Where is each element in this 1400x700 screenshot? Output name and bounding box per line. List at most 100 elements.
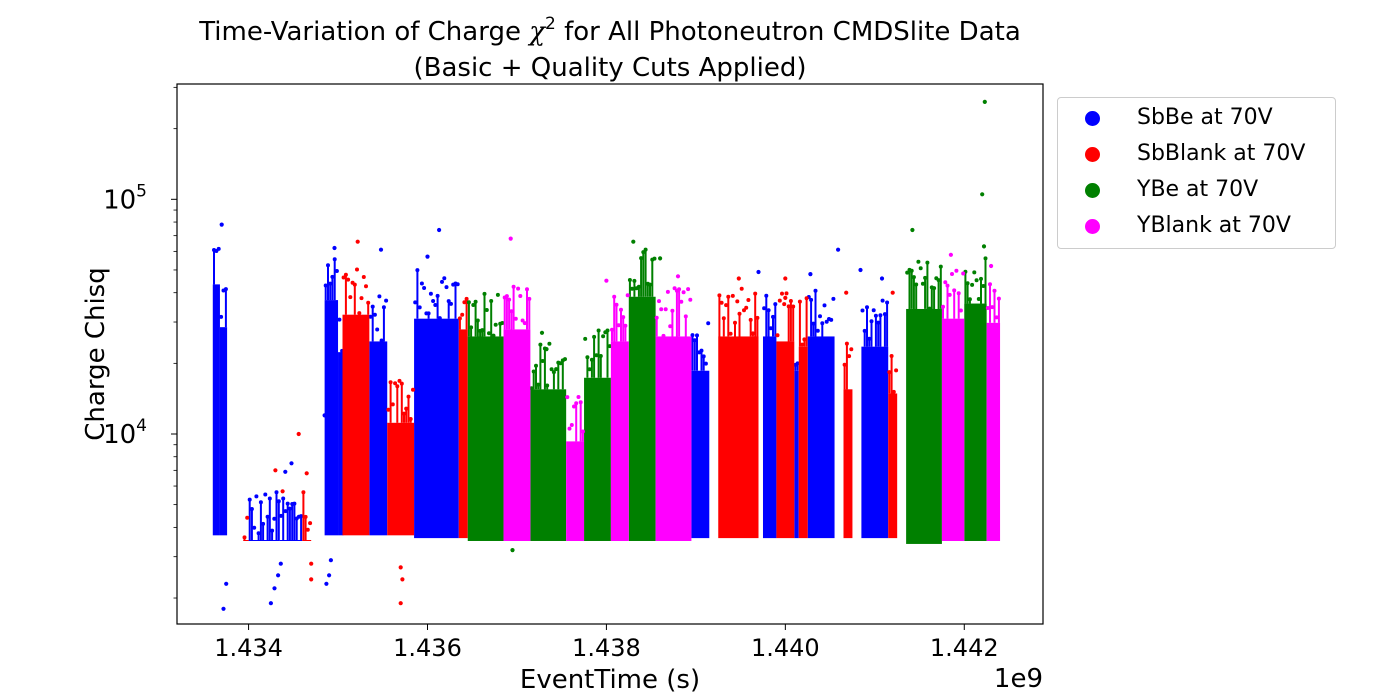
data-point-stack	[671, 310, 674, 337]
data-point-stack	[470, 327, 473, 337]
data-point	[558, 361, 563, 366]
data-point-stack	[277, 501, 280, 540]
data-point-stack	[396, 386, 399, 423]
data-point-stack	[407, 396, 410, 423]
data-point-stack	[984, 258, 987, 304]
series-1	[242, 239, 899, 606]
data-point-stack	[866, 307, 868, 347]
data-point-stack	[479, 330, 482, 337]
legend-marker	[1085, 219, 1100, 234]
data-point	[920, 281, 925, 286]
data-point-stack	[888, 372, 891, 394]
data-point-stack	[262, 523, 265, 540]
data-point	[309, 577, 314, 582]
data-point-stack	[458, 318, 461, 330]
data-band	[342, 314, 370, 536]
data-point	[518, 294, 523, 298]
data-point-stack	[874, 315, 877, 347]
data-point	[739, 286, 744, 291]
data-point-stack	[552, 372, 555, 390]
data-point-stack	[561, 360, 564, 390]
data-point-stack	[382, 307, 385, 342]
data-point-stack	[796, 363, 799, 371]
data-point	[860, 308, 865, 313]
data-point	[332, 245, 337, 251]
data-point-stack	[508, 299, 511, 330]
data-point-stack	[722, 318, 725, 337]
data-point-stack	[700, 350, 703, 371]
data-point	[493, 322, 498, 327]
data-point	[958, 308, 963, 313]
data-point	[309, 561, 314, 566]
data-band	[279, 540, 303, 542]
data-point	[522, 321, 527, 326]
legend-label: YBlank at 70V	[1137, 213, 1291, 238]
data-point-stack	[696, 335, 698, 371]
legend-marker	[1085, 183, 1100, 198]
data-point-stack	[613, 296, 616, 342]
data-point-stack	[937, 280, 940, 309]
data-point	[818, 314, 822, 319]
data-point	[221, 606, 226, 611]
series-0	[212, 222, 890, 611]
data-point	[268, 601, 273, 606]
data-point	[916, 259, 921, 264]
chart-title-line2: (Basic + Quality Cuts Applied)	[414, 53, 807, 83]
data-point	[587, 367, 592, 372]
data-point-stack	[606, 330, 609, 378]
data-point	[659, 307, 664, 312]
legend-item-1: SbBlank at 70V	[1058, 141, 1335, 171]
data-point	[675, 274, 681, 279]
data-point	[440, 279, 444, 284]
data-point	[943, 280, 948, 285]
data-point-stack	[966, 283, 969, 304]
data-point	[516, 286, 521, 291]
data-point	[272, 586, 277, 591]
data-point-stack	[644, 249, 647, 297]
data-point	[604, 278, 609, 283]
legend-item-0: SbBe at 70V	[1058, 105, 1335, 135]
data-point	[735, 299, 740, 304]
data-point-stack	[224, 289, 227, 328]
data-point-stack	[754, 293, 757, 337]
data-point-stack	[597, 330, 600, 378]
data-point	[829, 317, 834, 322]
data-point-stack	[259, 502, 262, 540]
data-point	[719, 300, 724, 305]
data-point-stack	[329, 283, 332, 301]
data-point-stack	[288, 508, 291, 540]
data-point	[442, 276, 447, 281]
data-band	[986, 322, 1001, 541]
data-point	[569, 423, 574, 427]
chart-title-line1: Time-Variation of Charge χ2 for All Phot…	[198, 14, 1021, 47]
data-point	[341, 275, 346, 280]
data-point-stack	[282, 498, 285, 540]
data-band	[584, 377, 611, 541]
data-point-stack	[633, 280, 636, 297]
legend: SbBe at 70V SbBlank at 70V YBe at 70V YBlan…	[1057, 97, 1336, 249]
data-point	[990, 305, 995, 310]
data-point	[601, 334, 606, 339]
data-point	[961, 271, 966, 276]
data-point	[782, 302, 787, 307]
data-point-stack	[557, 362, 560, 390]
data-band	[248, 540, 262, 542]
data-point	[688, 297, 693, 302]
data-point-stack	[997, 298, 1000, 323]
data-point-stack	[503, 297, 506, 330]
data-point	[484, 308, 489, 312]
data-point	[400, 577, 405, 582]
data-point	[890, 290, 895, 295]
data-point-stack	[243, 537, 246, 540]
data-point-stack	[344, 274, 347, 315]
data-point	[665, 289, 670, 294]
data-point-stack	[637, 286, 640, 297]
data-point	[783, 295, 788, 300]
data-band	[691, 370, 710, 539]
data-point-stack	[427, 313, 430, 319]
data-point	[390, 402, 395, 407]
data-point-stack	[946, 285, 949, 319]
data-point	[263, 492, 268, 497]
data-point	[947, 292, 952, 297]
